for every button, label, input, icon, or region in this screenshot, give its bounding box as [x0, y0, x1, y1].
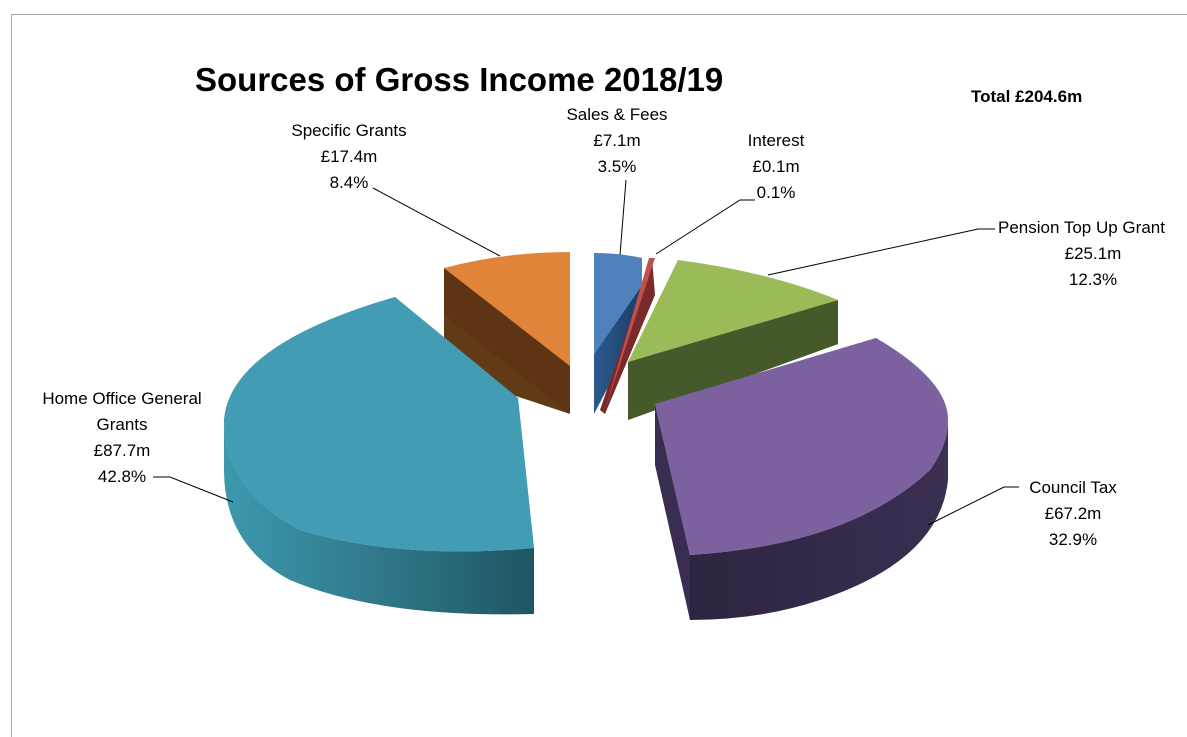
leader-line-specific-grants	[372, 187, 501, 257]
pie-slice-interest	[600, 258, 655, 414]
pie-slice-sales-fees	[594, 253, 642, 414]
svg-text:42.8%: 42.8%	[98, 467, 146, 486]
svg-text:Interest: Interest	[748, 131, 805, 150]
svg-text:Grants: Grants	[96, 415, 147, 434]
data-label-specific-grants: Specific Grants £17.4m 8.4%	[291, 121, 406, 192]
leader-line-council-tax	[927, 486, 1019, 526]
svg-text:£87.7m: £87.7m	[94, 441, 151, 460]
leader-line-home-office-general-grants	[153, 476, 234, 503]
leader-line-pension-top-up-grant	[767, 228, 995, 276]
data-label-sales-fees: Sales & Fees £7.1m 3.5%	[566, 105, 667, 176]
data-label-council-tax: Council Tax £67.2m 32.9%	[1029, 478, 1117, 549]
svg-text:£25.1m: £25.1m	[1065, 244, 1122, 263]
svg-text:0.1%: 0.1%	[757, 183, 796, 202]
svg-text:£67.2m: £67.2m	[1045, 504, 1102, 523]
svg-text:Pension Top Up Grant: Pension Top Up Grant	[998, 218, 1165, 237]
svg-text:£17.4m: £17.4m	[321, 147, 378, 166]
pie-slice-pension-top-up-grant	[628, 260, 838, 420]
svg-text:Home Office General: Home Office General	[42, 389, 201, 408]
svg-text:£0.1m: £0.1m	[752, 157, 799, 176]
svg-text:Specific Grants: Specific Grants	[291, 121, 406, 140]
svg-text:8.4%: 8.4%	[330, 173, 369, 192]
pie-slice-home-office-general-grants	[224, 297, 534, 615]
pie-slice-council-tax	[655, 338, 948, 620]
svg-text:£7.1m: £7.1m	[593, 131, 640, 150]
data-label-interest: Interest £0.1m 0.1%	[748, 131, 805, 202]
svg-text:32.9%: 32.9%	[1049, 530, 1097, 549]
svg-text:Sales & Fees: Sales & Fees	[566, 105, 667, 124]
leader-line-interest	[655, 199, 755, 255]
svg-text:3.5%: 3.5%	[598, 157, 637, 176]
svg-text:12.3%: 12.3%	[1069, 270, 1117, 289]
data-label-home-office-general-grants: Home Office General Grants £87.7m 42.8%	[42, 389, 201, 486]
chart-total: Total £204.6m	[971, 87, 1082, 106]
pie-slice-specific-grants	[444, 252, 570, 414]
chart-title: Sources of Gross Income 2018/19	[195, 61, 723, 98]
leader-line-sales-fees	[619, 179, 627, 256]
data-label-pension-top-up-grant: Pension Top Up Grant £25.1m 12.3%	[998, 218, 1165, 289]
svg-text:Council Tax: Council Tax	[1029, 478, 1117, 497]
